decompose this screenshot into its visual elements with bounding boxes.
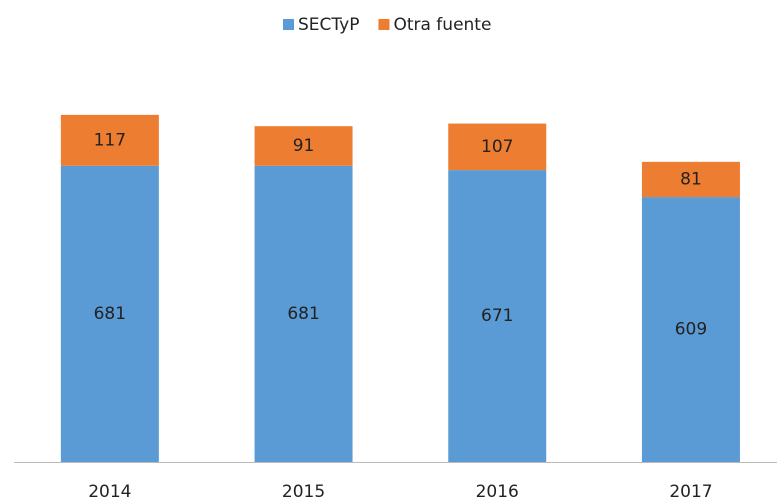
data-label: 609 bbox=[675, 320, 707, 340]
bar-segment bbox=[448, 170, 547, 463]
bar-segment bbox=[641, 197, 740, 462]
x-tick-label: 2014 bbox=[88, 482, 131, 502]
bar-segment bbox=[60, 114, 159, 166]
x-tick-label: 2017 bbox=[669, 482, 712, 502]
legend-swatch bbox=[283, 19, 294, 30]
bar-segment bbox=[254, 126, 353, 166]
data-label: 681 bbox=[287, 304, 319, 324]
data-label: 107 bbox=[481, 137, 513, 157]
data-label: 91 bbox=[293, 136, 315, 156]
legend-label: Otra fuente bbox=[393, 15, 491, 35]
bar-segment bbox=[448, 123, 547, 171]
data-label: 81 bbox=[680, 169, 702, 189]
legend-swatch bbox=[378, 19, 390, 30]
data-label: 681 bbox=[94, 304, 126, 324]
bar-segment bbox=[60, 165, 159, 462]
x-tick-label: 2016 bbox=[476, 482, 519, 502]
x-tick-label: 2015 bbox=[282, 482, 325, 502]
data-label: 117 bbox=[94, 130, 126, 150]
legend-label: SECTyP bbox=[298, 15, 359, 35]
bar-segment bbox=[254, 165, 353, 462]
bar-segment bbox=[641, 161, 740, 198]
data-label: 671 bbox=[481, 306, 513, 326]
